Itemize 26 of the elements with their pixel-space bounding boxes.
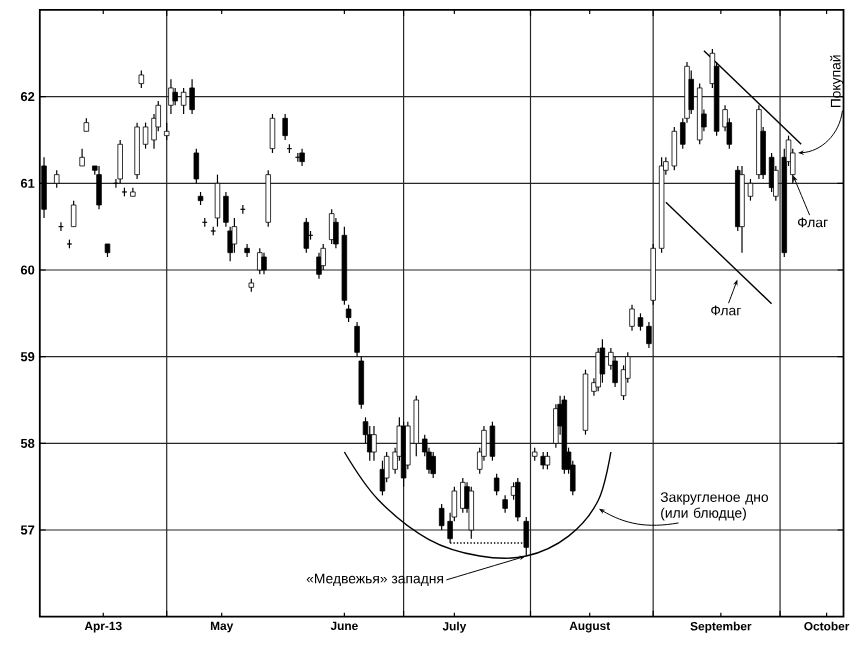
candlestick <box>379 459 386 496</box>
candlestick <box>189 78 195 115</box>
candlestick <box>117 139 123 184</box>
candlestick <box>269 113 276 154</box>
candlestick <box>231 217 238 253</box>
candlestick <box>371 425 377 462</box>
candlestick <box>193 147 200 184</box>
candlestick <box>438 503 445 531</box>
candlestick <box>354 321 360 358</box>
candlestick <box>70 199 77 227</box>
candlestick <box>629 303 635 331</box>
candlestick <box>515 477 521 522</box>
candlestick <box>282 113 288 141</box>
candlestick <box>430 451 436 479</box>
candlestick <box>320 243 326 271</box>
candlestick <box>599 338 606 384</box>
candlestick <box>358 355 365 410</box>
candlestick <box>261 251 267 275</box>
candlestick <box>244 243 250 258</box>
candlestick <box>493 472 500 496</box>
candlestick <box>214 173 221 227</box>
candlestick <box>316 251 322 279</box>
candlestick <box>265 169 271 227</box>
candlestick <box>180 87 187 115</box>
candlestick <box>671 126 678 171</box>
candlestick <box>489 420 496 462</box>
